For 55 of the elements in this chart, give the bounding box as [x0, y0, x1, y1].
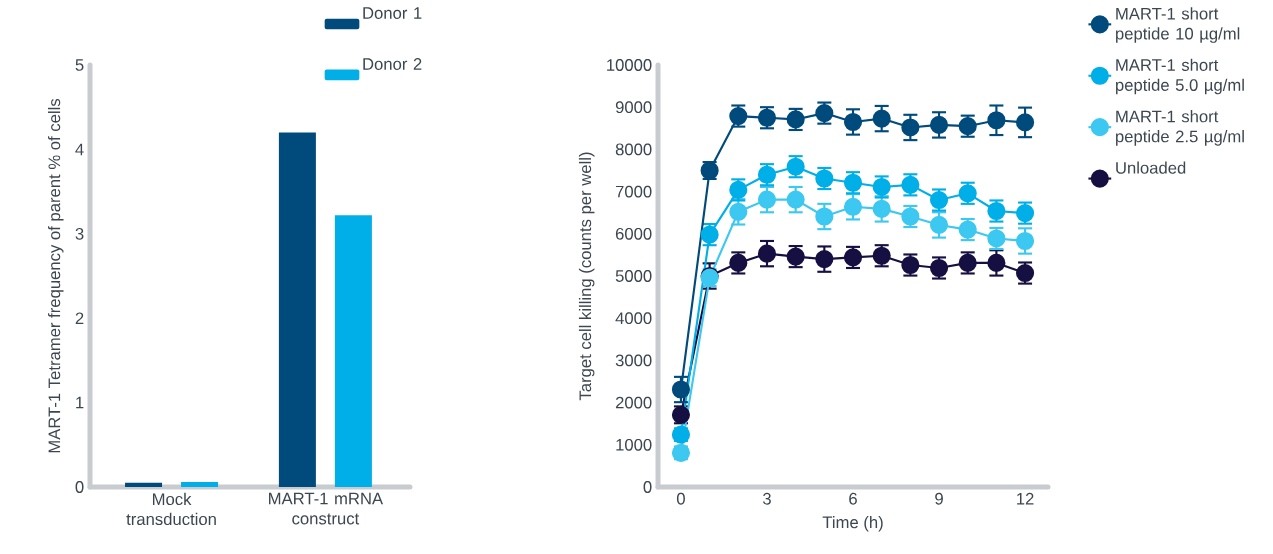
y-axis-title: Target cell killing (counts per well): [578, 152, 595, 401]
y-tick-label: 1: [76, 396, 84, 409]
y-tick-label: 8000: [615, 143, 652, 156]
y-tick-label: 6000: [615, 227, 652, 240]
point: [872, 199, 891, 218]
y-tick-label: 0: [643, 481, 652, 493]
y-tick-label: 2: [75, 312, 84, 325]
y-tick-label: 7000: [615, 185, 652, 198]
x-tick-label: 6: [849, 492, 857, 505]
bar: [334, 215, 372, 487]
x-tick-label: 12: [1017, 492, 1034, 505]
point: [843, 173, 863, 192]
x-axis-title: Time (h): [822, 515, 883, 532]
y-tick-label: 0: [75, 481, 84, 493]
y-tick-label: 2000: [615, 396, 652, 409]
y-axis-title: MART-1 Tetramer frequency of parent % of cells: [47, 98, 64, 453]
point: [872, 109, 891, 128]
point: [987, 111, 1006, 130]
y-tick-label: 9000: [615, 101, 652, 114]
point: [987, 253, 1006, 272]
point: [929, 215, 949, 235]
point: [671, 380, 691, 399]
point: [786, 190, 805, 209]
y-tick-label: 5: [75, 59, 84, 71]
y-tick-label: 3: [75, 227, 84, 240]
legend-label: Donor 1: [363, 7, 422, 19]
bar: [181, 481, 219, 487]
x-tick-label: MART-1 mRNA construct: [269, 492, 384, 525]
legend-label: MART-1 short peptide 2.5 µg/ml: [1116, 110, 1244, 146]
point: [987, 229, 1006, 248]
y-tick-label: 10000: [607, 59, 652, 71]
point: [901, 118, 920, 137]
y-tick-label: 3000: [615, 354, 652, 367]
point: [757, 244, 777, 263]
point: [929, 115, 949, 134]
point: [1016, 113, 1035, 132]
x-tick-label: 0: [676, 492, 685, 505]
y-tick-label: 4000: [615, 312, 652, 325]
point: [843, 197, 863, 216]
bar: [278, 132, 316, 487]
x-tick-label: 9: [935, 492, 943, 505]
y-tick-label: 5000: [615, 270, 652, 282]
y-tick-label: 4: [75, 143, 84, 156]
point: [757, 190, 777, 209]
legend-label: MART-1 short peptide 5.0 µg/ml: [1116, 58, 1244, 95]
x-tick-label: Mock transduction: [126, 492, 216, 526]
point: [815, 207, 834, 226]
point: [729, 202, 748, 221]
y-tick-label: 1000: [616, 438, 652, 451]
legend-label: Unloaded: [1116, 161, 1186, 174]
bar: [125, 482, 163, 487]
x-tick-label: 3: [762, 492, 771, 505]
legend-label: Donor 2: [363, 58, 422, 70]
legend-label: MART-1 short peptide 10 µg/ml: [1116, 7, 1240, 43]
point: [815, 250, 834, 269]
